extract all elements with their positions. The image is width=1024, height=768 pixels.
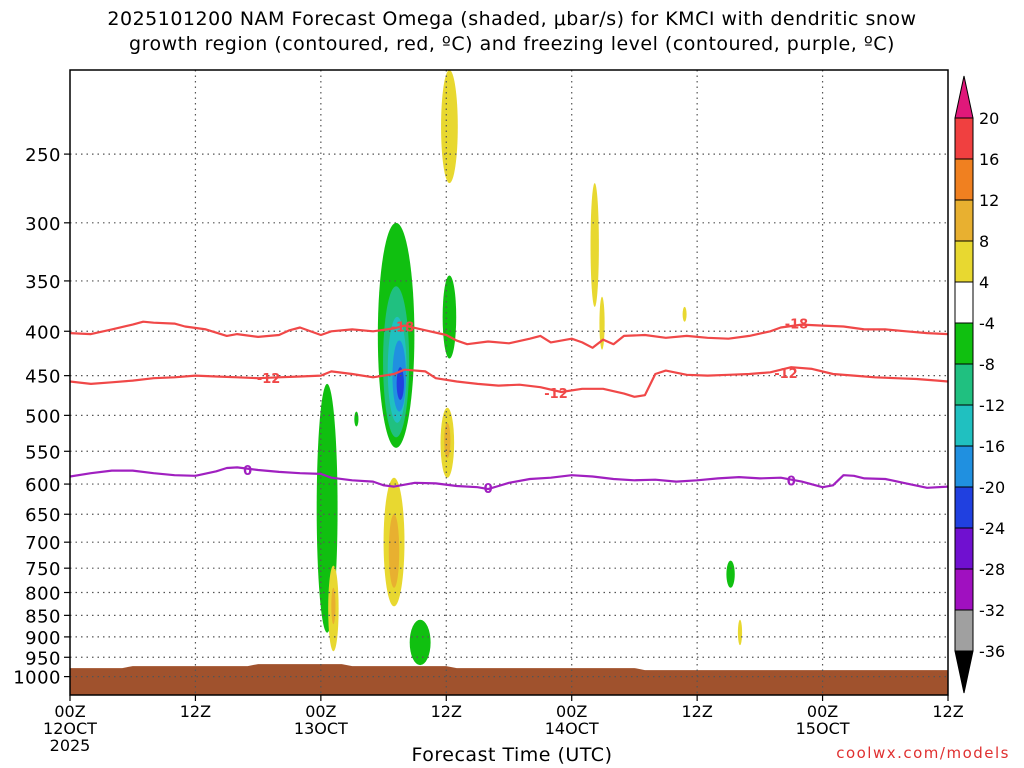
colorbar-box-4 — [954, 281, 974, 324]
omega-region-orange-bottom — [331, 587, 336, 625]
y-tick-label-250: 250 — [25, 145, 61, 166]
colorbar-label-10: -24 — [979, 519, 1005, 538]
plot-frame — [69, 69, 949, 696]
terrain-fill — [70, 664, 948, 695]
contour-label-0-2: 0 — [787, 474, 796, 489]
colorbar-label-7: -12 — [979, 396, 1005, 415]
colorbar-box-11 — [954, 568, 974, 611]
y-tick-label-600: 600 — [25, 475, 61, 496]
x-tick-label-72-1: 15OCT — [796, 719, 850, 738]
omega-region-yellow-top — [441, 70, 458, 184]
omega-region-yellow-streak-1 — [590, 183, 599, 307]
omega-region-yellow-dot-1 — [682, 306, 687, 322]
y-tick-label-450: 450 — [25, 367, 61, 388]
y-tick-label-300: 300 — [25, 214, 61, 235]
x-axis-title: Forecast Time (UTC) — [411, 744, 613, 766]
contour-label--18-0: -18 — [391, 321, 415, 336]
plot-area: -18 -18 -12 -12 -12 0 0 0 — [70, 70, 948, 695]
x-tick-label-0-1: 12OCT — [43, 719, 97, 738]
colorbar-label-4: 4 — [979, 273, 989, 292]
contour-line--18 — [70, 320, 948, 349]
y-tick-label-950: 950 — [25, 648, 61, 669]
colorbar-box-1 — [954, 158, 974, 201]
y-tick-label-550: 550 — [25, 442, 61, 463]
contour-label--12-1: -12 — [544, 387, 568, 402]
x-tick-label-72-0: 00Z — [807, 702, 838, 721]
colorbar-label-0: 20 — [979, 109, 999, 128]
chart-title-line-2: growth region (contoured, red, ºC) and f… — [129, 33, 895, 55]
x-tick-label-24-0: 00Z — [305, 702, 336, 721]
x-tick-label-84-0: 12Z — [932, 702, 963, 721]
colorbar-top-arrow — [954, 75, 974, 119]
contour-line-0 — [70, 466, 948, 491]
colorbar-box-8 — [954, 445, 974, 488]
colorbar-label-8: -16 — [979, 437, 1005, 456]
colorbar-box-10 — [954, 527, 974, 570]
x-tick-label-48-0: 00Z — [556, 702, 587, 721]
contour-label--12-0: -12 — [257, 372, 281, 387]
colorbar-label-11: -28 — [979, 560, 1005, 579]
y-tick-label-700: 700 — [25, 533, 61, 554]
contour-label--12-2: -12 — [774, 367, 798, 382]
contour-line--12 — [70, 366, 948, 398]
colorbar-box-6 — [954, 363, 974, 406]
omega-region-yellow-streak-2 — [599, 296, 605, 350]
y-tick-label-500: 500 — [25, 406, 61, 427]
colorbar-label-3: 8 — [979, 232, 989, 251]
y-tick-label-400: 400 — [25, 322, 61, 343]
y-tick-label-800: 800 — [25, 584, 61, 605]
y-tick-label-750: 750 — [25, 559, 61, 580]
x-tick-label-48-1: 14OCT — [545, 719, 599, 738]
colorbar-label-9: -20 — [979, 478, 1005, 497]
x-tick-label-24-1: 13OCT — [294, 719, 348, 738]
contour-label-0-0: 0 — [243, 464, 252, 479]
colorbar-bottom-arrow — [954, 650, 974, 694]
colorbar-box-9 — [954, 486, 974, 529]
colorbar-label-6: -8 — [979, 355, 995, 374]
colorbar-label-2: 12 — [979, 191, 999, 210]
y-tick-label-850: 850 — [25, 606, 61, 627]
colorbar-label-1: 16 — [979, 150, 999, 169]
y-tick-label-900: 900 — [25, 628, 61, 649]
colorbar-box-0 — [954, 117, 974, 160]
omega-region-green-lower — [409, 619, 431, 666]
omega-region-darkblue-core — [396, 367, 404, 400]
x-tick-label-0-0: 00Z — [54, 702, 85, 721]
colorbar-label-5: -4 — [979, 314, 995, 333]
credit-text: coolwx.com/models — [836, 744, 1010, 762]
contour-label--18-1: -18 — [785, 318, 809, 333]
y-tick-label-350: 350 — [25, 272, 61, 293]
colorbar-box-12 — [954, 609, 974, 652]
x-tick-label-12-0: 12Z — [180, 702, 211, 721]
chart-title-line-1: 2025101200 NAM Forecast Omega (shaded, μ… — [107, 8, 917, 30]
colorbar-box-7 — [954, 404, 974, 447]
x-tick-label-36-0: 12Z — [431, 702, 462, 721]
colorbar-label-13: -36 — [979, 642, 1005, 661]
x-tick-label-60-0: 12Z — [681, 702, 712, 721]
contour-label-0-1: 0 — [484, 482, 493, 497]
omega-region-green-12z — [442, 275, 457, 359]
colorbar-box-3 — [954, 240, 974, 283]
omega-region-green-small-dot — [354, 411, 359, 427]
x-tick-label-0-2: 2025 — [50, 736, 91, 755]
omega-region-orange-lower — [388, 514, 400, 588]
omega-region-yellow-dot-2 — [737, 619, 743, 646]
y-tick-label-650: 650 — [25, 505, 61, 526]
omega-region-orange-mid — [444, 422, 451, 459]
omega-region-green-right-dot — [726, 560, 735, 588]
colorbar-box-5 — [954, 322, 974, 365]
colorbar-box-2 — [954, 199, 974, 242]
y-tick-label-1000: 1000 — [13, 668, 61, 689]
colorbar-label-12: -32 — [979, 601, 1005, 620]
